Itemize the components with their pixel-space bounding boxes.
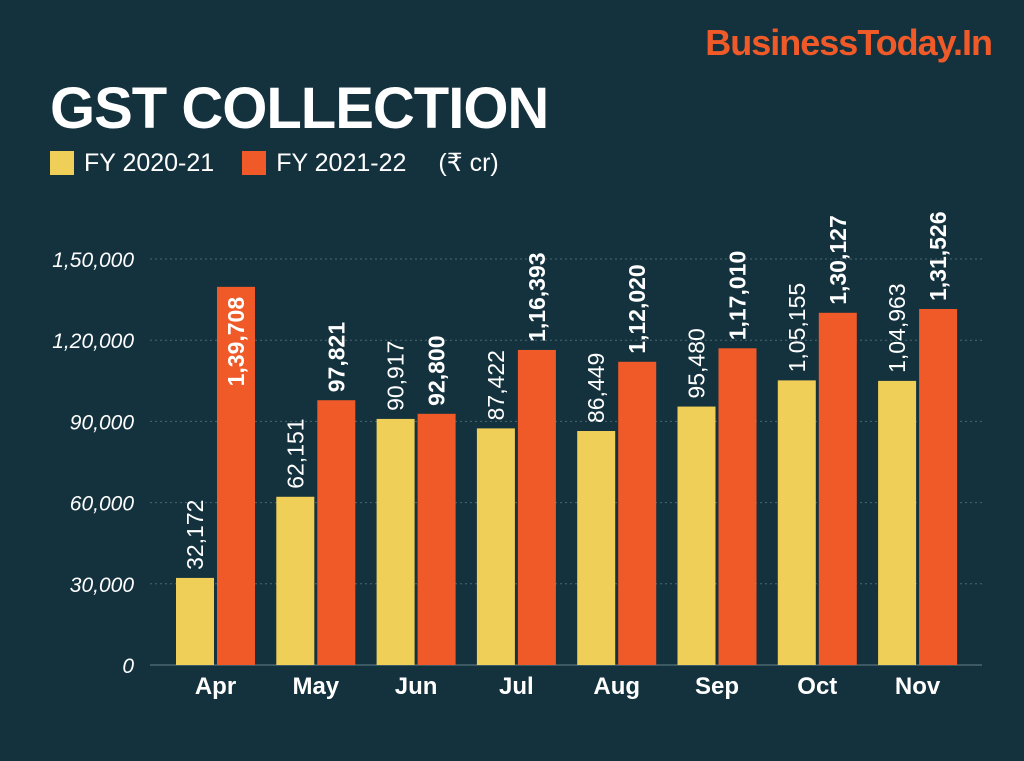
legend-label-fy2020-21: FY 2020-21 (84, 148, 215, 177)
data-label: 86,449 (583, 353, 609, 423)
data-label: 90,917 (383, 341, 409, 411)
bar-fy2021-22 (718, 348, 757, 665)
x-tick-label: Nov (895, 673, 941, 700)
bar-fy2020-21 (677, 406, 716, 665)
bar-fy2021-22 (317, 400, 356, 665)
unit-label: (₹ cr) (438, 149, 499, 177)
bar-fy2020-21 (777, 380, 816, 665)
bar-fy2020-21 (176, 577, 214, 665)
x-tick-label: Sep (695, 673, 739, 700)
data-label: 1,16,393 (524, 252, 550, 342)
bar-fy2020-21 (376, 418, 415, 665)
data-label: 1,17,010 (725, 251, 751, 341)
bar-fy2021-22 (217, 286, 255, 665)
data-label: 1,31,526 (925, 211, 951, 301)
bar-fy2020-21 (276, 496, 315, 665)
data-label: 1,39,708 (223, 297, 249, 387)
legend-label-fy2021-22: FY 2021-22 (276, 148, 407, 177)
x-tick-label: Oct (797, 673, 837, 700)
x-tick-label: Jun (395, 673, 438, 700)
data-label: 32,172 (182, 500, 208, 570)
y-tick-label: 0 (122, 655, 134, 678)
data-label: 97,821 (323, 322, 349, 393)
bar-fy2020-21 (577, 431, 616, 665)
x-tick-label: Jul (499, 673, 534, 700)
data-label: 92,800 (424, 335, 450, 405)
legend: FY 2020-21 FY 2021-22 (₹ cr) (50, 148, 499, 178)
bar-fy2020-21 (878, 380, 917, 665)
bar-fy2020-21 (476, 428, 515, 665)
bar-fy2021-22 (818, 312, 857, 665)
data-label: 95,480 (684, 328, 710, 398)
legend-item-fy2020-21: FY 2020-21 (50, 149, 214, 178)
y-tick-label: 60,000 (70, 493, 135, 516)
legend-swatch-fy2021-22 (242, 151, 267, 175)
data-label: 1,04,963 (884, 283, 910, 373)
data-label: 1,05,155 (784, 283, 810, 373)
bar-fy2021-22 (517, 349, 556, 665)
data-label: 1,12,020 (624, 264, 650, 354)
legend-item-fy2021-22: FY 2021-22 (242, 149, 406, 178)
chart-title: GST COLLECTION (50, 76, 549, 141)
bar-fy2021-22 (618, 361, 657, 665)
y-tick-label: 30,000 (70, 574, 135, 597)
data-label: 1,30,127 (825, 215, 851, 305)
data-label: 87,422 (483, 350, 509, 420)
bar-fy2021-22 (417, 413, 456, 665)
y-tick-label: 1,20,000 (52, 330, 134, 353)
data-label: 62,151 (282, 418, 308, 488)
x-tick-label: May (292, 673, 339, 700)
y-tick-label: 90,000 (70, 411, 135, 434)
brand-logo: BusinessToday.In (705, 22, 993, 63)
x-tick-label: Apr (195, 673, 236, 700)
bar-fy2021-22 (919, 309, 958, 665)
x-tick-label: Aug (593, 673, 640, 700)
legend-swatch-fy2020-21 (50, 151, 74, 175)
y-tick-label: 1,50,000 (52, 249, 134, 272)
